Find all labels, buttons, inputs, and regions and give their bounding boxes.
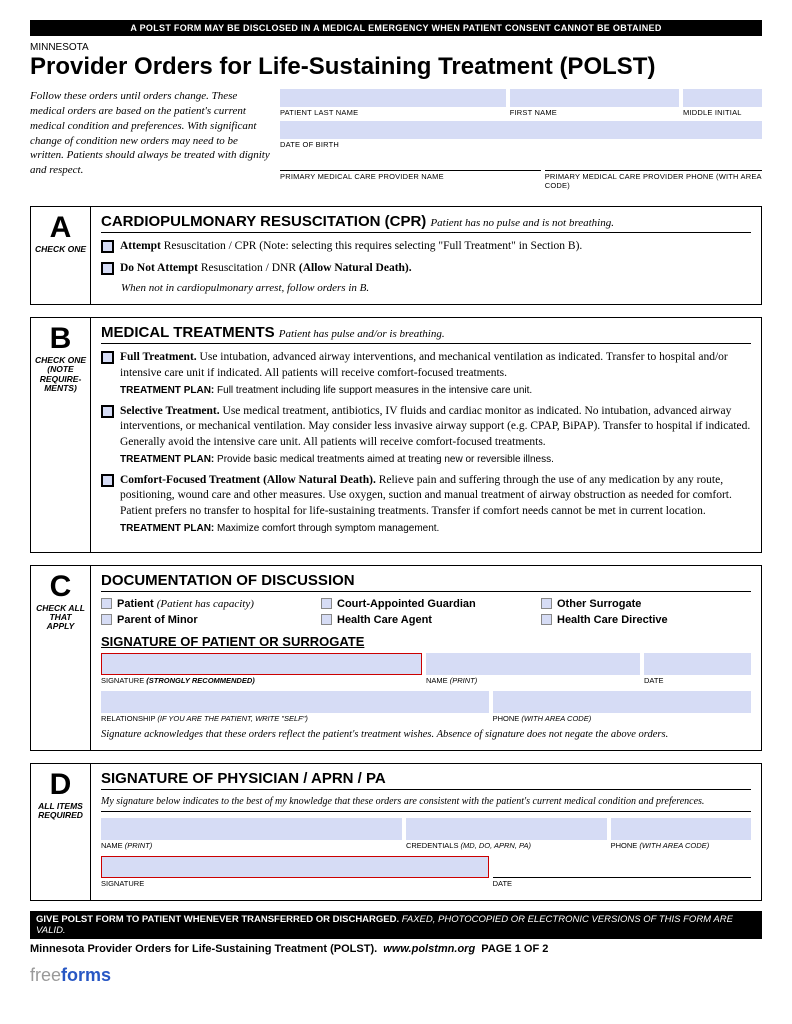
name-label: NAME (PRINT) (426, 676, 640, 685)
phys-date-label: DATE (493, 879, 751, 888)
patient-checkbox[interactable] (101, 598, 112, 609)
comfort-treatment-checkbox[interactable] (101, 474, 114, 487)
provider-label: PRIMARY MEDICAL CARE PROVIDER NAME (280, 172, 541, 181)
date-label: DATE (644, 676, 751, 685)
intro-text: Follow these orders until orders change.… (30, 89, 270, 194)
relationship-input[interactable] (101, 691, 489, 713)
phys-phone-label: PHONE (WITH AREA CODE) (611, 841, 751, 850)
comfort-treatment-text: Comfort-Focused Treatment (Allow Natural… (120, 473, 751, 536)
section-c-sub: CHECK ALL THAT APPLY (35, 604, 86, 632)
first-name-input[interactable] (510, 89, 679, 107)
cpr-attempt-label: Attempt Resuscitation / CPR (Note: selec… (120, 239, 751, 255)
patient-signature-input[interactable] (101, 653, 422, 675)
phys-name-label: NAME (PRINT) (101, 841, 402, 850)
state-label: MINNESOTA (30, 42, 762, 53)
freeforms-logo: freeforms (30, 965, 762, 986)
section-a-letter: A (35, 213, 86, 243)
provider-phone-input[interactable] (545, 153, 762, 171)
header-row: Follow these orders until orders change.… (30, 89, 762, 194)
patient-date-input[interactable] (644, 653, 751, 675)
sig-note: Signature acknowledges that these orders… (101, 729, 751, 740)
guardian-checkbox[interactable] (321, 598, 332, 609)
section-c: CCHECK ALL THAT APPLY DOCUMENTATION OF D… (30, 565, 762, 751)
section-a-note: When not in cardiopulmonary arrest, foll… (121, 282, 751, 294)
phys-date-input[interactable] (493, 856, 751, 878)
relationship-label: RELATIONSHIP (IF YOU ARE THE PATIENT, WR… (101, 714, 489, 723)
main-title: Provider Orders for Life-Sustaining Trea… (30, 53, 762, 81)
provider-name-input[interactable] (280, 153, 541, 171)
phys-sig-label: SIGNATURE (101, 879, 489, 888)
agent-checkbox[interactable] (321, 614, 332, 625)
patient-sig-title: SIGNATURE OF PATIENT OR SURROGATE (101, 634, 751, 649)
full-treatment-text: Full Treatment. Use intubation, advanced… (120, 350, 751, 398)
top-disclosure-bar: A POLST FORM MAY BE DISCLOSED IN A MEDIC… (30, 20, 762, 36)
phys-cred-input[interactable] (406, 818, 607, 840)
cpr-attempt-checkbox[interactable] (101, 240, 114, 253)
section-c-letter: C (35, 572, 86, 602)
phys-note: My signature below indicates to the best… (101, 796, 751, 812)
section-c-title: DOCUMENTATION OF DISCUSSION (101, 572, 751, 592)
phys-phone-input[interactable] (611, 818, 751, 840)
directive-checkbox[interactable] (541, 614, 552, 625)
cpr-dnr-label: Do Not Attempt Resuscitation / DNR (Allo… (120, 261, 751, 277)
section-a-sub: CHECK ONE (35, 245, 86, 254)
doc-grid: Patient (Patient has capacity) Court-App… (101, 598, 751, 626)
section-d-sub: ALL ITEMS REQUIRED (35, 802, 86, 821)
section-a-title: CARDIOPULMONARY RESUSCITATION (CPR) Pati… (101, 213, 751, 233)
parent-checkbox[interactable] (101, 614, 112, 625)
section-d-title: SIGNATURE OF PHYSICIAN / APRN / PA (101, 770, 751, 790)
selective-treatment-checkbox[interactable] (101, 405, 114, 418)
phys-cred-label: CREDENTIALS (MD, DO, APRN, PA) (406, 841, 607, 850)
patient-name-input[interactable] (426, 653, 640, 675)
sig-label: SIGNATURE (STRONGLY RECOMMENDED) (101, 676, 422, 685)
section-b: BCHECK ONE (NOTE REQUIRE-MENTS) MEDICAL … (30, 317, 762, 553)
section-b-letter: B (35, 324, 86, 354)
phys-signature-input[interactable] (101, 856, 489, 878)
patient-fields: PATIENT LAST NAME FIRST NAME MIDDLE INIT… (280, 89, 762, 194)
phys-name-input[interactable] (101, 818, 402, 840)
last-name-input[interactable] (280, 89, 506, 107)
section-a: A CHECK ONE CARDIOPULMONARY RESUSCITATION… (30, 206, 762, 305)
provider-phone-label: PRIMARY MEDICAL CARE PROVIDER PHONE (WIT… (545, 172, 762, 190)
surrogate-checkbox[interactable] (541, 598, 552, 609)
footer: Minnesota Provider Orders for Life-Susta… (30, 943, 762, 955)
section-b-sub: CHECK ONE (NOTE REQUIRE-MENTS) (35, 356, 86, 393)
dob-label: DATE OF BIRTH (280, 140, 762, 149)
patient-phone-input[interactable] (493, 691, 751, 713)
phone-label: PHONE (WITH AREA CODE) (493, 714, 751, 723)
mi-input[interactable] (683, 89, 762, 107)
selective-treatment-text: Selective Treatment. Use medical treatme… (120, 404, 751, 467)
section-d: D ALL ITEMS REQUIRED SIGNATURE OF PHYSICI… (30, 763, 762, 901)
cpr-dnr-checkbox[interactable] (101, 262, 114, 275)
first-name-label: FIRST NAME (510, 108, 679, 117)
mi-label: MIDDLE INITIAL (683, 108, 762, 117)
bottom-bar: GIVE POLST FORM TO PATIENT WHENEVER TRAN… (30, 911, 762, 939)
section-d-letter: D (35, 770, 86, 800)
last-name-label: PATIENT LAST NAME (280, 108, 506, 117)
section-b-title: MEDICAL TREATMENTS Patient has pulse and… (101, 324, 751, 344)
full-treatment-checkbox[interactable] (101, 351, 114, 364)
dob-input[interactable] (280, 121, 762, 139)
